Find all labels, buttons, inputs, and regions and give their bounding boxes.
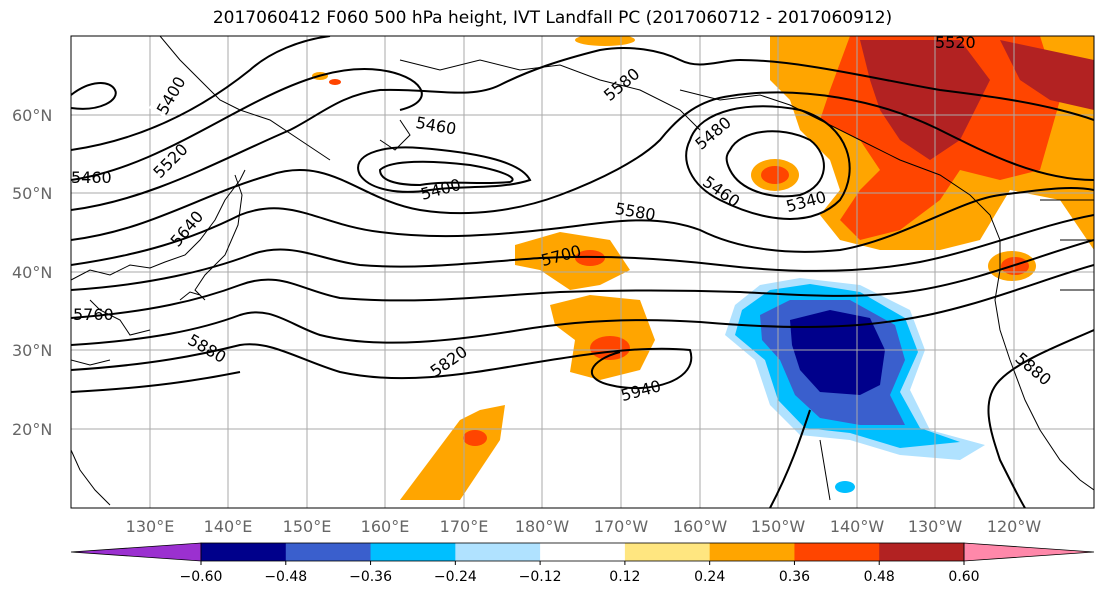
ivt-negative-shading	[725, 278, 985, 493]
lon-label: 120°W	[987, 517, 1042, 536]
colorbar-segment	[624, 543, 711, 561]
latitude-labels: 60°N 50°N 40°N 30°N 20°N	[12, 106, 52, 439]
lon-label: 140°E	[204, 517, 253, 536]
colorbar-tick-label: 0.36	[779, 569, 810, 585]
colorbar-tick-label: 0.48	[864, 569, 895, 585]
colorbar: −0.60 −0.48 −0.36 −0.24 −0.12 0.12 0.24 0.36 0.4…	[70, 542, 1095, 585]
lon-label: 170°W	[594, 517, 649, 536]
lon-label: 130°W	[908, 517, 963, 536]
colorbar-tick-label: 0.12	[609, 569, 640, 585]
map-title: 2017060412 F060 500 hPa height, IVT Land…	[212, 8, 893, 28]
graticule	[71, 36, 1094, 508]
colorbar-segment	[540, 543, 626, 561]
colorbar-tick-label: −0.12	[519, 569, 562, 585]
ivt-positive-shading	[312, 36, 1094, 500]
contour-label: 5520	[935, 33, 976, 52]
colorbar-tick-label: 0.60	[948, 569, 979, 585]
lat-label-60n: 60°N	[12, 106, 52, 125]
lat-label-40n: 40°N	[12, 263, 52, 282]
height-contours	[71, 36, 1094, 508]
colorbar-tick-label: −0.48	[264, 569, 307, 585]
lat-label-50n: 50°N	[12, 184, 52, 203]
longitude-labels: 130°E 140°E 150°E 160°E 170°E 180°W 170°…	[126, 517, 1042, 536]
contour-label: 5460	[71, 168, 112, 187]
lon-label: 140°W	[830, 517, 885, 536]
lat-label-20n: 20°N	[12, 420, 52, 439]
lon-label: 130°E	[126, 517, 175, 536]
lon-label: 160°W	[673, 517, 728, 536]
lon-label: 150°W	[751, 517, 806, 536]
colorbar-segment	[455, 543, 541, 561]
lon-label: 180°W	[515, 517, 570, 536]
coastlines	[71, 36, 1094, 506]
lon-label: 150°E	[283, 517, 332, 536]
contour-label: 5760	[73, 305, 114, 324]
colorbar-extend-low	[70, 542, 202, 562]
lon-label: 170°E	[440, 517, 489, 536]
lat-label-30n: 30°N	[12, 341, 52, 360]
colorbar-tick-label: −0.60	[180, 569, 223, 585]
colorbar-segment	[879, 543, 965, 561]
colorbar-tick-label: 0.24	[694, 569, 725, 585]
colorbar-segment	[709, 543, 795, 561]
colorbar-segment	[370, 543, 456, 561]
colorbar-tick-label: −0.36	[349, 569, 392, 585]
colorbar-segment	[285, 543, 372, 561]
colorbar-segment	[794, 543, 880, 561]
colorbar-tick-label: −0.24	[434, 569, 477, 585]
colorbar-segment	[201, 543, 287, 561]
lon-label: 160°E	[361, 517, 410, 536]
colorbar-extend-high	[963, 542, 1095, 562]
